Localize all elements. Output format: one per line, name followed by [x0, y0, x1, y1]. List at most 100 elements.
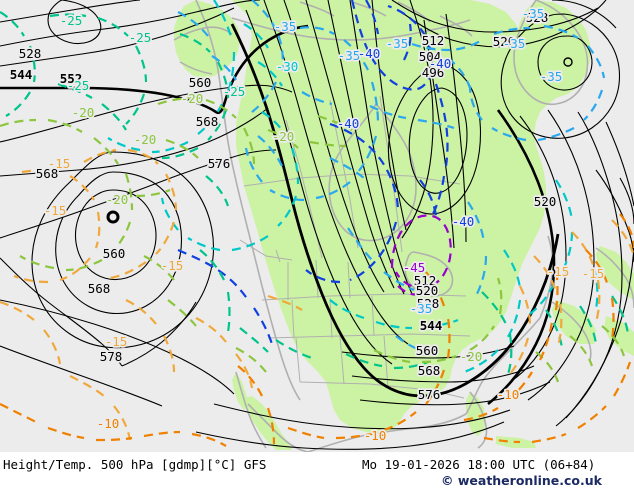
svg-text:-35: -35	[522, 6, 545, 21]
svg-text:-40: -40	[452, 214, 475, 229]
temperature-contour-label: -35-35	[501, 34, 527, 52]
temperature-contour-label: -25-25	[58, 11, 84, 29]
svg-text:-35: -35	[338, 48, 361, 63]
svg-text:-20: -20	[134, 132, 157, 147]
svg-text:-20: -20	[106, 192, 129, 207]
svg-text:560: 560	[416, 343, 439, 358]
svg-text:568: 568	[88, 281, 111, 296]
svg-text:-40: -40	[452, 214, 475, 229]
height-contours	[0, 0, 634, 450]
svg-text:-20: -20	[460, 349, 483, 364]
svg-text:496: 496	[422, 65, 445, 80]
svg-text:-20: -20	[181, 91, 204, 106]
svg-text:528: 528	[526, 10, 549, 25]
svg-text:-25: -25	[129, 30, 152, 45]
svg-text:496: 496	[422, 65, 445, 80]
footer-datetime-label: Mo 19-01-2026 18:00 UTC (06+84)	[362, 457, 596, 472]
temperature-contour-label: -10-10	[362, 426, 388, 444]
svg-text:-45: -45	[403, 260, 426, 275]
svg-text:560: 560	[416, 343, 439, 358]
temperature-contour-label: -40-40	[450, 212, 476, 230]
svg-text:-35: -35	[503, 36, 526, 51]
svg-text:568: 568	[36, 166, 59, 181]
svg-text:544: 544	[10, 67, 33, 82]
svg-text:576: 576	[418, 387, 441, 402]
svg-text:-15: -15	[582, 266, 605, 281]
isotherm-minus30	[107, 0, 599, 374]
svg-text:-25: -25	[60, 13, 83, 28]
svg-text:-35: -35	[540, 69, 563, 84]
svg-text:-25: -25	[223, 84, 246, 99]
svg-text:544: 544	[420, 318, 443, 333]
temperature-contour-label: -20-20	[70, 103, 96, 121]
temperature-contour-label: -10-10	[95, 414, 121, 432]
svg-text:-15: -15	[48, 156, 71, 171]
temperature-contour-label: -25-25	[65, 76, 91, 94]
footer-copyright: © weatheronline.co.uk	[441, 473, 602, 488]
svg-text:-30: -30	[276, 59, 299, 74]
svg-text:-35: -35	[522, 6, 545, 21]
svg-text:-25: -25	[60, 13, 83, 28]
svg-text:512: 512	[414, 273, 437, 288]
svg-text:-10: -10	[364, 428, 387, 443]
svg-text:-15: -15	[105, 334, 128, 349]
svg-text:-40: -40	[337, 116, 360, 131]
svg-text:-15: -15	[48, 156, 71, 171]
footer-bar: Height/Temp. 500 hPa [gdmp][°C] GFS Mo 1…	[0, 452, 634, 490]
svg-text:-35: -35	[503, 36, 526, 51]
svg-text:-15: -15	[161, 258, 184, 273]
temperature-contour-label: -15-15	[159, 256, 185, 274]
temperature-contour-label: -40-40	[356, 44, 382, 62]
map-canvas[interactable]: 528 528 544 544 552 552 560 560 568 568 576 576 568 5…	[0, 0, 634, 452]
svg-text:504: 504	[419, 49, 442, 64]
temperature-contour-label: -30-30	[274, 57, 300, 75]
svg-text:-20: -20	[72, 105, 95, 120]
svg-text:568: 568	[196, 114, 219, 129]
temperature-contour-label: -20-20	[458, 347, 484, 365]
svg-text:-45: -45	[403, 260, 426, 275]
temperature-contour-label: -35-35	[408, 299, 434, 317]
temperature-contour-label: -20-20	[179, 89, 205, 107]
temperature-contour-label: -15-15	[42, 201, 68, 219]
svg-text:-10: -10	[97, 416, 120, 431]
temperature-contour-label: -15-15	[46, 154, 72, 172]
svg-text:512: 512	[422, 33, 445, 48]
temperature-contour-label: -35-35	[336, 46, 362, 64]
svg-text:-15: -15	[547, 264, 570, 279]
svg-text:528: 528	[417, 296, 440, 311]
temperature-contour-label: -35-35	[384, 34, 410, 52]
svg-text:-15: -15	[547, 264, 570, 279]
temperature-contour-label: -35-35	[272, 17, 298, 35]
svg-text:-10: -10	[97, 416, 120, 431]
svg-text:520: 520	[416, 283, 439, 298]
closed-height-center-pacific	[106, 210, 120, 224]
svg-text:528: 528	[19, 46, 42, 61]
svg-text:-35: -35	[410, 301, 433, 316]
isotherm-minus35	[177, 0, 606, 356]
svg-text:578: 578	[100, 349, 123, 364]
temperature-contour-label: -20-20	[132, 130, 158, 148]
svg-text:-10: -10	[497, 387, 520, 402]
svg-text:-40: -40	[429, 56, 452, 71]
closed-height-center-greenland	[563, 57, 573, 67]
temperature-contour-label: -15-15	[545, 262, 571, 280]
